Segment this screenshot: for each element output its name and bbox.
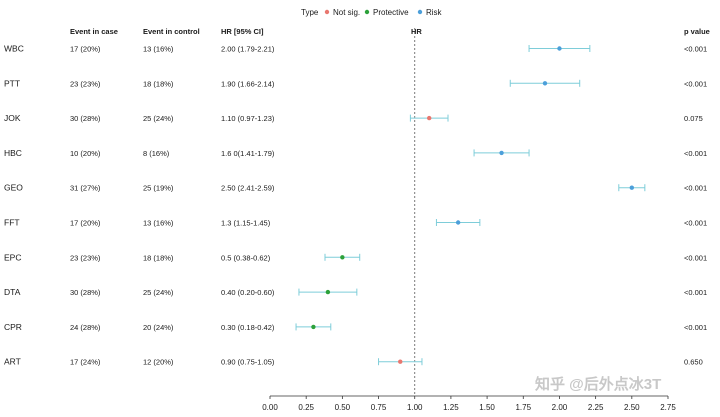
header-event-control: Event in control xyxy=(143,27,200,36)
legend-label-not-sig: Not sig. xyxy=(333,8,360,17)
legend-dot-protective xyxy=(364,9,370,15)
p-value: <0.001 xyxy=(684,184,707,193)
row-label: PTT xyxy=(4,78,20,88)
x-tick-label: 0.50 xyxy=(335,403,351,412)
p-value: <0.001 xyxy=(684,149,707,158)
x-tick-label: 1.50 xyxy=(479,403,495,412)
row-ptt: PTT 23 (23%) 18 (18%) 1.90 (1.66-2.14) <0.00… xyxy=(4,78,707,88)
legend-dot-risk xyxy=(417,9,423,15)
x-tick-label: 0.75 xyxy=(371,403,387,412)
p-value: <0.001 xyxy=(684,323,707,332)
hr-ci-value: 2.50 (2.41-2.59) xyxy=(221,184,275,193)
x-tick-label: 0.25 xyxy=(298,403,314,412)
p-value: <0.001 xyxy=(684,288,707,297)
row-cpr: CPR 24 (28%) 20 (24%) 0.30 (0.18-0.42) <0.00… xyxy=(4,322,707,332)
row-label: ART xyxy=(4,357,21,367)
event-control-value: 13 (16%) xyxy=(143,45,174,54)
hr-point xyxy=(455,220,461,225)
header-event-case: Event in case xyxy=(70,27,118,36)
event-control-value: 12 (20%) xyxy=(143,358,174,367)
row-jok: JOK 30 (28%) 25 (24%) 1.10 (0.97-1.23) 0.075 xyxy=(4,113,703,123)
hr-point xyxy=(398,359,403,364)
hr-ci-value: 1.10 (0.97-1.23) xyxy=(221,114,275,123)
hr-point xyxy=(311,324,316,330)
event-control-value: 18 (18%) xyxy=(143,253,174,262)
legend: Type Not sig. Protective Risk xyxy=(301,8,443,17)
hr-ci-value: 1.6 0(1.41-1.79) xyxy=(221,149,275,158)
p-value: <0.001 xyxy=(684,45,707,54)
p-value: 0.650 xyxy=(684,358,703,367)
legend-title: Type xyxy=(301,8,319,17)
event-case-value: 17 (20%) xyxy=(70,219,101,228)
x-tick-label: 2.50 xyxy=(624,403,640,412)
legend-label-risk: Risk xyxy=(426,8,443,17)
p-value: 0.075 xyxy=(684,114,703,123)
row-wbc: WBC 17 (20%) 13 (16%) 2.00 (1.79-2.21) <0.00… xyxy=(4,44,707,54)
x-tick-label: 1.00 xyxy=(407,403,423,412)
hr-ci-value: 0.30 (0.18-0.42) xyxy=(221,323,275,332)
event-case-value: 17 (20%) xyxy=(70,45,101,54)
hr-ci-value: 1.3 (1.15-1.45) xyxy=(221,219,271,228)
row-label: GEO xyxy=(4,183,23,193)
event-control-value: 25 (19%) xyxy=(143,184,174,193)
hr-ci-value: 0.5 (0.38-0.62) xyxy=(221,253,271,262)
event-case-value: 30 (28%) xyxy=(70,114,101,123)
header-hr-ci: HR [95% CI] xyxy=(221,27,264,36)
p-value: <0.001 xyxy=(684,219,707,228)
event-case-value: 31 (27%) xyxy=(70,184,101,193)
hr-ci-value: 2.00 (1.79-2.21) xyxy=(221,45,275,54)
hr-ci-value: 0.40 (0.20-0.60) xyxy=(221,288,275,297)
row-fft: FFT 17 (20%) 13 (16%) 1.3 (1.15-1.45) <0.001 xyxy=(4,218,707,228)
row-dta: DTA 30 (28%) 25 (24%) 0.40 (0.20-0.60) <0.00… xyxy=(4,287,707,297)
row-label: JOK xyxy=(4,113,21,123)
event-control-value: 25 (24%) xyxy=(143,114,174,123)
hr-point xyxy=(629,185,635,190)
legend-dot-not-sig xyxy=(324,9,330,15)
row-epc: EPC 23 (23%) 18 (18%) 0.5 (0.38-0.62) <0.001 xyxy=(4,252,707,262)
event-control-value: 8 (16%) xyxy=(143,149,170,158)
hr-ci-value: 1.90 (1.66-2.14) xyxy=(221,79,275,88)
watermark: 知乎 @后外点冰3T xyxy=(535,375,661,393)
row-label: EPC xyxy=(4,252,21,262)
x-tick-label: 1.75 xyxy=(515,403,531,412)
x-tick-label: 0.00 xyxy=(262,403,278,412)
hr-point xyxy=(340,255,345,260)
header-p-value: p value xyxy=(684,27,710,36)
row-art: ART 17 (24%) 12 (20%) 0.90 (0.75-1.05) 0.650 xyxy=(4,357,703,367)
x-axis: 0.00 0.25 0.50 0.75 1.00 1.25 1.50 1.75 2.00 2.25… xyxy=(262,395,676,412)
forest-rows: WBC 17 (20%) 13 (16%) 2.00 (1.79-2.21) <0.00… xyxy=(4,44,707,367)
x-tick-label: 2.25 xyxy=(588,403,604,412)
row-geo: GEO 31 (27%) 25 (19%) 2.50 (2.41-2.59) <0.00… xyxy=(4,183,707,193)
hr-point xyxy=(499,150,504,156)
event-control-value: 18 (18%) xyxy=(143,79,174,88)
x-tick-label: 1.25 xyxy=(443,403,459,412)
p-value: <0.001 xyxy=(684,253,707,262)
event-case-value: 24 (28%) xyxy=(70,323,101,332)
event-control-value: 25 (24%) xyxy=(143,288,174,297)
event-control-value: 13 (16%) xyxy=(143,219,174,228)
hr-point xyxy=(325,289,331,295)
event-case-value: 30 (28%) xyxy=(70,288,101,297)
p-value: <0.001 xyxy=(684,79,707,88)
hr-point xyxy=(427,115,432,121)
x-tick-label: 2.00 xyxy=(552,403,568,412)
row-label: HBC xyxy=(4,148,22,158)
row-label: FFT xyxy=(4,218,20,228)
header-hr: HR xyxy=(411,27,422,36)
row-label: CPR xyxy=(4,322,22,332)
x-tick-label: 2.75 xyxy=(660,403,676,412)
row-label: WBC xyxy=(4,44,24,54)
hr-point xyxy=(557,46,562,51)
event-case-value: 23 (23%) xyxy=(70,253,101,262)
event-case-value: 23 (23%) xyxy=(70,79,101,88)
row-label: DTA xyxy=(4,287,21,297)
legend-label-protective: Protective xyxy=(373,8,409,17)
row-hbc: HBC 10 (20%) 8 (16%) 1.6 0(1.41-1.79) <0.001 xyxy=(4,148,707,158)
hr-point xyxy=(542,81,548,86)
event-control-value: 20 (24%) xyxy=(143,323,174,332)
event-case-value: 10 (20%) xyxy=(70,149,101,158)
event-case-value: 17 (24%) xyxy=(70,358,101,367)
hr-ci-value: 0.90 (0.75-1.05) xyxy=(221,358,275,367)
